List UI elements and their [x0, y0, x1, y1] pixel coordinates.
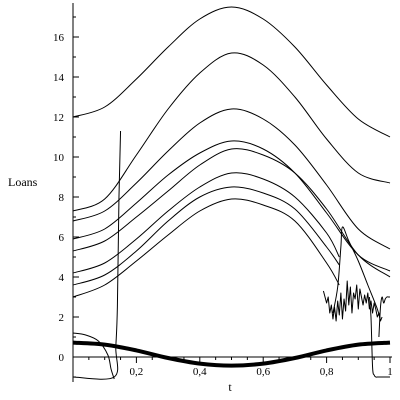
- y-tick-label-0: 0: [59, 352, 65, 364]
- series-line-9: [72, 130, 122, 380]
- x-tick-label-0,6: 0,6: [256, 366, 270, 378]
- x-axis-title: t: [228, 380, 232, 394]
- series-layer: [72, 6, 391, 380]
- series-line-bold: [72, 340, 391, 368]
- x-tick-label-0,2: 0,2: [130, 366, 144, 378]
- y-tick-label-2: 2: [59, 312, 65, 324]
- series-line-8: [72, 198, 340, 298]
- series-line-5: [72, 148, 391, 278]
- series-line-2: [72, 52, 391, 212]
- y-tick-label-10: 10: [53, 152, 65, 164]
- series-line-12: [322, 280, 383, 322]
- series-line-10: [72, 332, 115, 380]
- axes-layer: 0 2 4 6 8 10 12 14 16 0,2 0,4 0,6 0,8 1: [53, 3, 393, 382]
- y-tick-label-4: 4: [59, 272, 65, 284]
- y-tick-label-16: 16: [53, 32, 65, 44]
- y-tick-label-8: 8: [59, 192, 65, 204]
- series-line-3: [72, 108, 391, 250]
- y-axis-title: Loans: [8, 175, 38, 189]
- y-tick-label-14: 14: [53, 72, 65, 84]
- x-tick-label-1: 1: [387, 366, 393, 378]
- x-tick-label-0,8: 0,8: [320, 366, 334, 378]
- series-line-4: [72, 140, 391, 272]
- series-line-7: [72, 186, 340, 286]
- series-line-6: [72, 172, 340, 274]
- x-tick-label-0,4: 0,4: [193, 366, 207, 378]
- y-tick-label-6: 6: [59, 232, 65, 244]
- series-line-14: [378, 296, 390, 338]
- series-line-1: [72, 6, 391, 138]
- y-tick-label-12: 12: [53, 112, 64, 124]
- series-line-11: [332, 226, 381, 322]
